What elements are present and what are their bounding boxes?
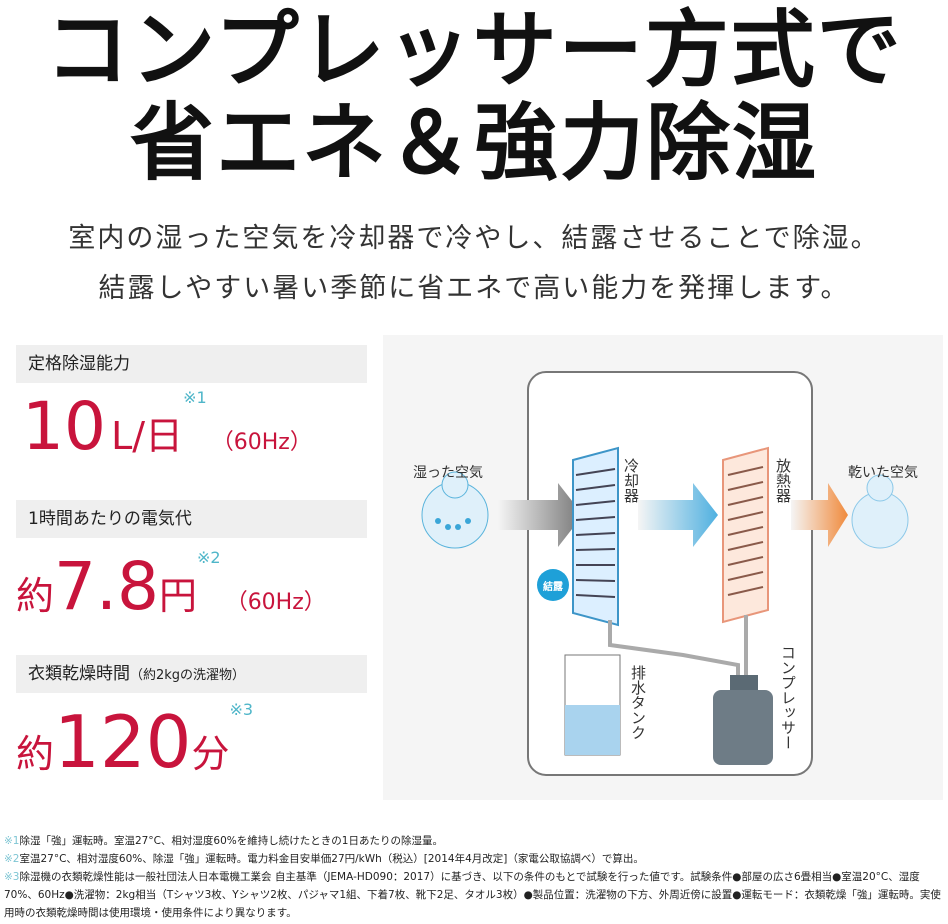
compressor-icon <box>713 675 773 765</box>
value-unit: 円 <box>158 574 197 618</box>
spec-value-cost: 約7.8円※2 （60Hz） <box>16 548 326 625</box>
diagram-graphics <box>421 371 909 776</box>
cooler-icon <box>572 446 619 627</box>
subtitle-line1: 室内の湿った空気を冷却器で冷やし、結露させることで除湿。 <box>68 223 880 254</box>
label-drain-tank: 排水タンク <box>629 665 647 740</box>
value-prefix: 約 <box>16 732 55 776</box>
footnote-mark: ※3 <box>4 871 20 883</box>
spec-label-text: 衣類乾燥時間 <box>28 664 130 684</box>
footnote-text: 除湿機の衣類乾燥性能は一般社団法人日本電機工業会 自主基準（JEMA-HD090… <box>4 871 941 919</box>
drain-tank-icon <box>564 654 621 756</box>
value-prefix: 約 <box>16 574 55 618</box>
spec-value-drying: 約120分 ※3 <box>16 700 253 784</box>
footnote-mark: ※2 <box>4 853 20 865</box>
label-humid-air: 湿った空気 <box>413 465 483 481</box>
humid-air-icon <box>421 471 489 549</box>
spec-label-note: （約2kgの洗濯物） <box>130 668 246 683</box>
value-unit: 分 <box>191 732 230 776</box>
spec-label-text: 1時間あたりの電気代 <box>28 509 192 529</box>
dehumidifier-diagram: 湿った空気 冷却器 放熱器 乾いた空気 結露 排水タンク コンプレッサー <box>383 335 943 800</box>
footnote-3: ※3除湿機の衣類乾燥性能は一般社団法人日本電機工業会 自主基準（JEMA-HD0… <box>4 868 948 922</box>
value-number: 7.8 <box>54 548 159 625</box>
label-condensation: 結露 <box>543 582 563 593</box>
headline-line1: コンプレッサー方式で <box>45 1 903 99</box>
radiator-icon <box>722 446 769 624</box>
spec-label-text: 定格除湿能力 <box>28 354 130 374</box>
subtitle-line2: 結露しやすい暑い季節に省エネで高い能力を発揮します。 <box>98 273 850 304</box>
value-number: 10 <box>22 388 106 465</box>
label-compressor: コンプレッサー <box>779 645 797 750</box>
arrow-cool-icon <box>638 483 718 547</box>
value-unit: L/日 <box>111 414 184 458</box>
footnote-2: ※2室温27°C、相対湿度60%、除湿「強」運転時。電力料金目安単価27円/kW… <box>4 850 948 868</box>
arrow-in-icon <box>498 483 583 547</box>
footnote-mark: ※2 <box>197 548 221 567</box>
footnotes: ※1除湿「強」運転時。室温27°C、相対湿度60%を維持し続けたときの1日あたり… <box>4 832 948 922</box>
label-radiator: 放熱器 <box>774 458 792 503</box>
frequency: （60Hz） <box>211 430 312 455</box>
spec-label-capacity: 定格除湿能力 <box>16 345 367 383</box>
arrow-out-icon <box>791 483 848 547</box>
dry-air-icon <box>851 474 909 549</box>
condensation-badge <box>537 569 569 601</box>
footnote-mark: ※1 <box>183 388 207 407</box>
headline-line2: 省エネ＆強力除湿 <box>129 94 818 192</box>
footnote-text: 除湿「強」運転時。室温27°C、相対湿度60%を維持し続けたときの1日あたりの除… <box>19 835 443 847</box>
footnote-mark: ※3 <box>229 700 254 719</box>
footnote-text: 室温27°C、相対湿度60%、除湿「強」運転時。電力料金目安単価27円/kWh（… <box>19 853 644 865</box>
value-number: 120 <box>54 700 192 784</box>
spec-label-drying: 衣類乾燥時間（約2kgの洗濯物） <box>16 655 367 693</box>
spec-value-capacity: 10 L/日 ※1 （60Hz） <box>22 388 312 465</box>
label-dry-air: 乾いた空気 <box>848 465 918 481</box>
frequency: （60Hz） <box>225 590 326 615</box>
pipe <box>608 620 740 680</box>
spec-label-cost: 1時間あたりの電気代 <box>16 500 367 538</box>
label-cooler: 冷却器 <box>622 458 640 503</box>
footnote-1: ※1除湿「強」運転時。室温27°C、相対湿度60%を維持し続けたときの1日あたり… <box>4 832 948 850</box>
footnote-mark: ※1 <box>4 835 20 847</box>
